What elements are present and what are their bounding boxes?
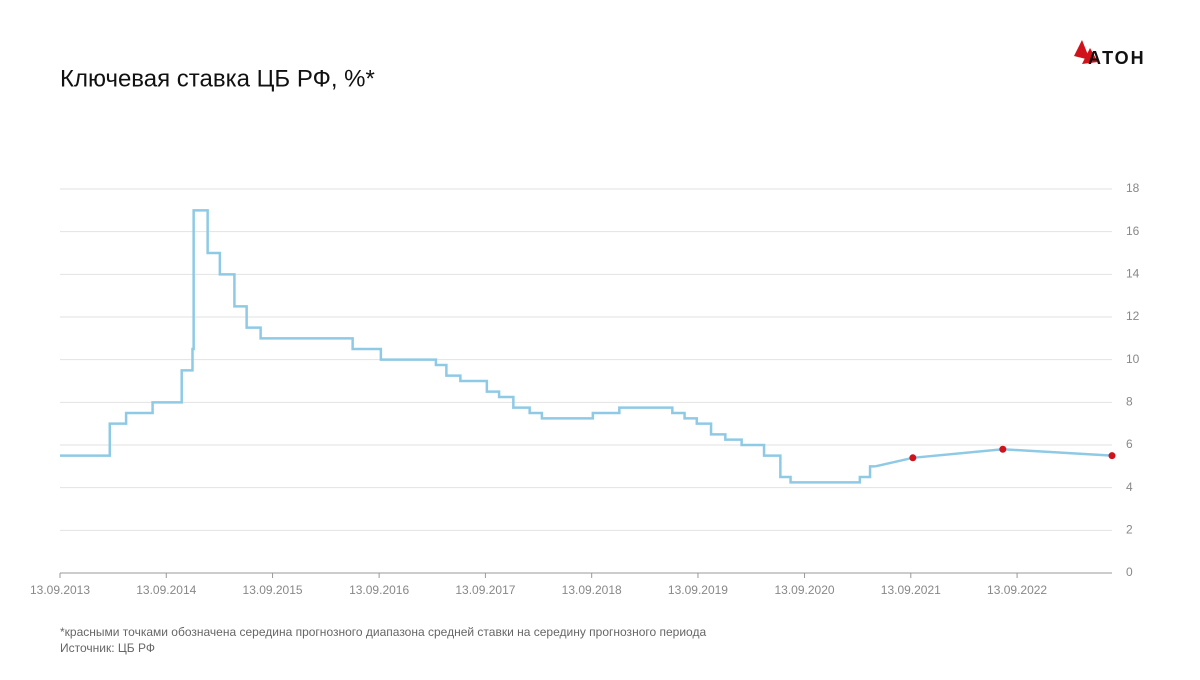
y-tick-label: 14 xyxy=(1126,267,1140,281)
x-tick-label: 13.09.2016 xyxy=(349,583,409,597)
forecast-point xyxy=(1108,452,1116,460)
y-tick-label: 4 xyxy=(1126,480,1133,494)
y-tick-label: 2 xyxy=(1126,523,1133,537)
line xyxy=(60,209,876,484)
line xyxy=(875,448,1113,468)
x-tick-label: 13.09.2014 xyxy=(136,583,196,597)
y-tick-label: 12 xyxy=(1126,309,1140,323)
x-tick-label: 13.09.2020 xyxy=(774,583,834,597)
y-tick-label: 8 xyxy=(1126,395,1133,409)
x-tick-label: 13.09.2018 xyxy=(562,583,622,597)
logo: АТОН xyxy=(1088,48,1146,68)
logo-mark xyxy=(1074,40,1098,64)
footnote: *красными точками обозначена середина пр… xyxy=(60,625,706,639)
y-tick-label: 16 xyxy=(1126,224,1140,238)
y-tick-label: 0 xyxy=(1126,565,1133,579)
x-tick-label: 13.09.2013 xyxy=(30,583,90,597)
source: Источник: ЦБ РФ xyxy=(60,641,155,655)
x-tick-label: 13.09.2019 xyxy=(668,583,728,597)
x-tick-label: 13.09.2017 xyxy=(455,583,515,597)
forecast-point xyxy=(909,454,917,462)
forecast-point xyxy=(999,445,1007,453)
x-tick-label: 13.09.2021 xyxy=(881,583,941,597)
chart-title: Ключевая ставка ЦБ РФ, %* xyxy=(60,65,375,92)
y-tick-label: 10 xyxy=(1126,352,1140,366)
y-tick-label: 6 xyxy=(1126,437,1133,451)
y-tick-label: 18 xyxy=(1126,181,1140,195)
x-tick-label: 13.09.2022 xyxy=(987,583,1047,597)
x-tick-label: 13.09.2015 xyxy=(243,583,303,597)
